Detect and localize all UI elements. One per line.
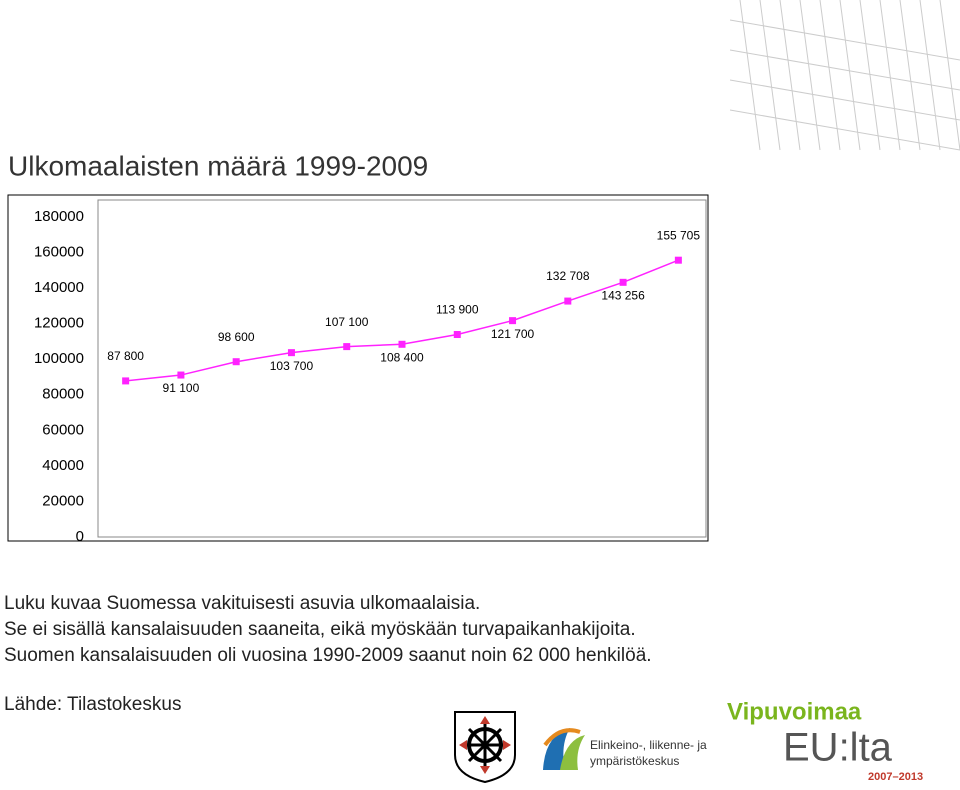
marker [509, 317, 517, 325]
marker [287, 349, 295, 357]
value-label: 143 256 [601, 288, 645, 302]
chart: 0 20000 40000 60000 80000 100000 120000 140000 1… [34, 208, 700, 545]
chart-title: Ulkomaalaisten määrä 1999-2009 [8, 150, 428, 181]
note: Se ei sisällä kansalaisuuden saaneita, e… [4, 619, 636, 640]
value-label: 98 600 [218, 330, 255, 344]
marker [232, 358, 240, 366]
value-label: 87 800 [107, 349, 144, 363]
eu-logo: Vipuvoimaa EU:lta 2007–2013 [727, 698, 923, 783]
value-label: 108 400 [380, 350, 424, 364]
marker [453, 331, 461, 339]
coat-of-arms [454, 711, 516, 784]
value-label: 155 705 [657, 228, 701, 242]
source: Lähde: Tilastokeskus [4, 694, 181, 715]
note: Luku kuvaa Suomessa vakituisesti asuvia … [4, 593, 480, 614]
eu-text: EU:lta [783, 726, 893, 770]
value-label: 113 900 [436, 303, 479, 317]
marker [398, 340, 406, 348]
marker [122, 377, 130, 385]
ely-text: Elinkeino-, liikenne- ja [590, 738, 707, 752]
y-tick-label: 120000 [34, 315, 84, 332]
marker [177, 371, 185, 379]
decor-stripes [729, 0, 960, 151]
y-tick-label: 80000 [42, 386, 84, 403]
y-tick-label: 20000 [42, 492, 84, 509]
note: Suomen kansalaisuuden oli vuosina 1990-2… [4, 645, 652, 666]
marker [343, 343, 351, 351]
value-label: 103 700 [270, 359, 314, 373]
eu-years: 2007–2013 [868, 771, 923, 783]
marker [564, 297, 572, 305]
value-label: 107 100 [325, 315, 369, 329]
marker [674, 256, 682, 264]
value-label: 132 708 [546, 269, 590, 283]
y-tick-label: 160000 [34, 244, 84, 261]
y-tick-label: 140000 [34, 279, 84, 296]
y-tick-label: 40000 [42, 457, 84, 474]
y-tick-label: 0 [76, 528, 84, 545]
y-tick-label: 180000 [34, 208, 84, 225]
eu-text: Vipuvoimaa [727, 698, 862, 725]
y-tick-label: 100000 [34, 350, 84, 367]
value-label: 91 100 [163, 381, 200, 395]
chart-frame [7, 194, 709, 542]
value-label: 121 700 [491, 327, 535, 341]
ely-logo: Elinkeino-, liikenne- ja ympäristökeskus [543, 728, 707, 770]
marker [619, 278, 627, 286]
y-tick-label: 60000 [42, 421, 84, 438]
plot-area [97, 199, 707, 538]
ely-text: ympäristökeskus [590, 754, 679, 768]
